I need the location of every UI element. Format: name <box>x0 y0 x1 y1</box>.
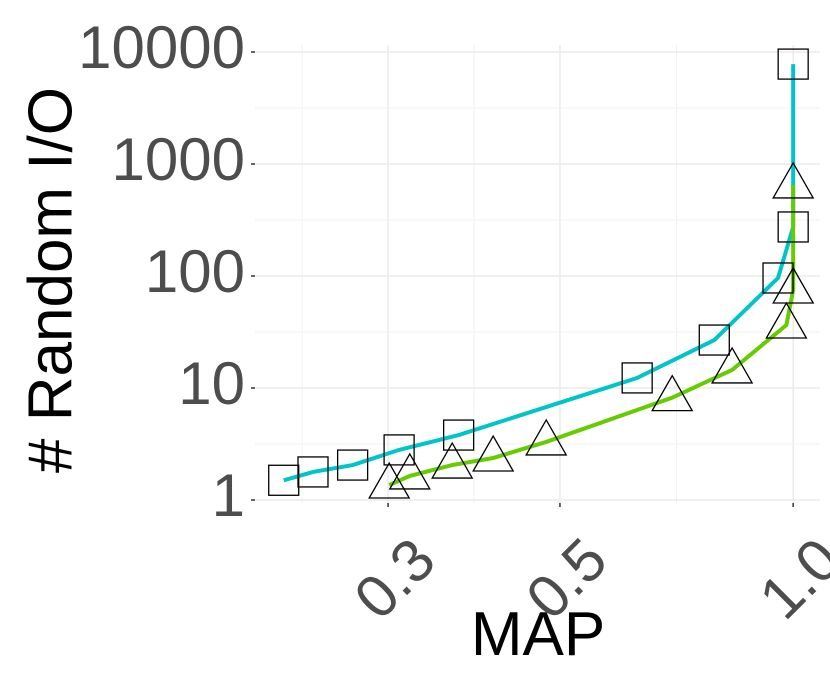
x-axis-title: MAP <box>471 600 605 669</box>
marker <box>710 346 754 384</box>
y-tick-label: 10 <box>178 350 245 417</box>
marker <box>698 324 730 356</box>
marker <box>651 374 694 412</box>
marker <box>383 434 415 466</box>
marker <box>472 434 515 472</box>
marker <box>765 301 808 339</box>
marker <box>772 266 815 304</box>
y-tick-label: 10000 <box>78 14 245 81</box>
y-tick-label: 1 <box>212 462 245 529</box>
marker <box>621 362 653 394</box>
marker <box>431 441 474 479</box>
marker <box>762 262 794 294</box>
series-line <box>283 64 796 483</box>
marker <box>297 456 329 488</box>
marker <box>777 48 809 80</box>
y-axis-title: # Random I/O <box>16 87 85 473</box>
marker <box>336 449 369 481</box>
marker <box>388 452 431 490</box>
marker <box>268 464 300 496</box>
marker <box>525 418 568 456</box>
x-tick-label: 1.0 <box>747 525 830 631</box>
marker <box>777 211 809 243</box>
x-tick-label: 0.3 <box>341 525 447 631</box>
marker <box>772 161 815 199</box>
marker <box>368 461 411 499</box>
marker <box>442 419 475 451</box>
y-tick-label: 1000 <box>112 126 245 193</box>
series-line <box>388 184 796 487</box>
y-tick-label: 100 <box>145 238 245 305</box>
